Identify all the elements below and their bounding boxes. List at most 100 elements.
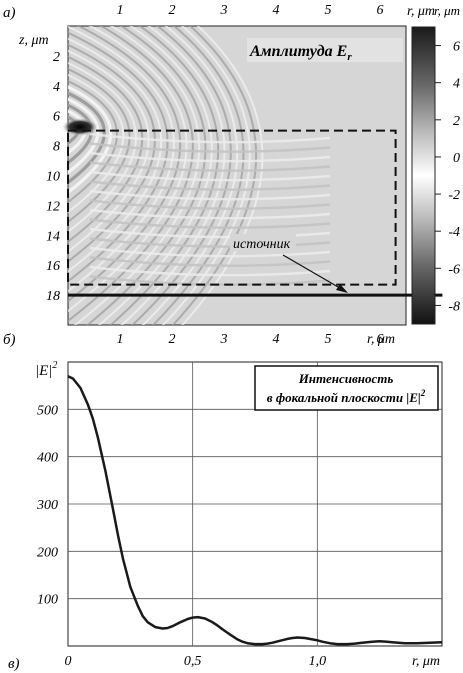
colorbar-tick-label: -2 — [448, 188, 460, 203]
wave-front — [68, 26, 182, 303]
left-tick-label: 6 — [53, 110, 60, 125]
bottom-tick-label: 5 — [325, 332, 332, 347]
bottom-tick-label: 2 — [169, 332, 176, 347]
wave-front — [68, 80, 118, 204]
wave-band — [89, 199, 331, 210]
wave-front — [141, 26, 238, 325]
top-tick-label: 1 — [117, 3, 124, 18]
wave-band — [89, 170, 331, 182]
wave-band — [89, 208, 331, 220]
wave-band — [89, 151, 331, 163]
wave-front — [73, 26, 201, 325]
y-tick-label: 200 — [37, 545, 58, 560]
y-tick-label: 300 — [36, 498, 58, 513]
wave-front — [161, 26, 251, 325]
wave-front — [151, 26, 245, 325]
colorbar-tick-label: 2 — [453, 114, 460, 129]
wave-front — [68, 91, 106, 185]
map-title-bg — [247, 38, 403, 62]
wave-front — [97, 26, 213, 325]
wave-front — [109, 26, 219, 325]
top-tick-label: 2 — [169, 3, 176, 18]
top-tick-label: 6 — [377, 3, 384, 18]
left-axis-unit: z, μm — [18, 33, 49, 48]
wave-front — [68, 26, 188, 313]
wave-band — [89, 142, 331, 153]
intensity-curve — [67, 375, 443, 646]
wave-band — [89, 218, 331, 229]
left-tick-label: 2 — [53, 50, 60, 65]
x-tick-label: 1,0 — [309, 654, 327, 669]
wave-band — [89, 227, 331, 239]
bottom-tick-label: 1 — [117, 332, 124, 347]
dashed-region — [67, 129, 397, 286]
bottom-tick-label: 3 — [220, 332, 228, 347]
left-tick-label: 18 — [46, 289, 60, 304]
colorbar-tick-label: -4 — [448, 225, 460, 240]
wave-band — [89, 161, 331, 172]
y-tick-label: 100 — [37, 593, 58, 608]
colorbar-tick-label: 6 — [453, 40, 460, 55]
intensity-chart: 100 200 300 400 500 Интенсивность в фокально… — [36, 361, 443, 647]
amplitude-map: источник Амплитуда Er — [62, 25, 443, 326]
colorbar-ticks: 6 4 2 0 -2 -4 -6 -8 r, μm — [434, 3, 460, 314]
top-axis-unit: r, μm — [407, 4, 435, 19]
colorbar: 6 4 2 0 -2 -4 -6 -8 r, μm — [411, 3, 460, 325]
colorbar-tick-label: -6 — [448, 262, 460, 277]
y-tick-label: 400 — [37, 451, 58, 466]
intensity-ylabel: |E|2 — [35, 360, 57, 379]
wave-band — [89, 275, 331, 286]
intensity-x-ticks: 0 0,5 1,0 — [65, 654, 327, 669]
wave-front — [181, 26, 264, 325]
wave-band — [89, 189, 331, 201]
wave-pattern — [68, 26, 331, 325]
wave-band — [89, 237, 331, 248]
map-title: Амплитуда Er — [249, 43, 352, 63]
top-axis-ticks: 1 2 3 4 5 6 — [117, 3, 384, 18]
colorbar-tick-label: 0 — [453, 151, 460, 166]
left-tick-label: 4 — [53, 80, 60, 95]
left-tick-label: 14 — [46, 229, 60, 244]
y-tick-label: 500 — [37, 403, 58, 418]
left-tick-label: 8 — [53, 140, 60, 155]
colorbar-tick-label: -8 — [448, 299, 460, 314]
legend-line-2: в фокальной плоскости |E|2 — [267, 388, 426, 405]
bottom-tick-label: 4 — [273, 332, 280, 347]
left-tick-label: 10 — [46, 170, 60, 185]
panel-c-label: в) — [8, 656, 20, 672]
intensity-xlabel: r, μm — [412, 654, 440, 669]
wave-front — [68, 74, 125, 214]
legend-line-1: Интенсивность — [298, 371, 394, 386]
wave-band — [89, 132, 331, 144]
x-tick-label: 0 — [65, 654, 72, 669]
source-pointer — [282, 254, 346, 292]
wave-band — [89, 265, 331, 277]
intensity-y-ticks: 100 200 300 400 500 — [36, 403, 58, 607]
left-tick-label: 16 — [46, 259, 60, 274]
colorbar-tick-label: 4 — [453, 77, 460, 92]
source-pointer-arrowhead — [336, 284, 348, 293]
wave-band — [89, 256, 331, 267]
colorbar-unit: r, μm — [434, 3, 460, 18]
wave-band — [89, 180, 331, 191]
wave-front — [68, 85, 113, 195]
top-tick-label: 3 — [220, 3, 228, 18]
panel-a-label: а) — [3, 5, 16, 21]
colorbar-gradient — [411, 26, 436, 325]
wave-front — [68, 31, 169, 283]
x-tick-label: 0,5 — [184, 654, 202, 669]
wave-front — [171, 26, 258, 325]
source-label-bg — [230, 234, 296, 251]
source-label: источник — [233, 237, 291, 252]
panel-b-label: б) — [3, 332, 16, 348]
left-tick-label: 12 — [46, 199, 60, 214]
wave-band — [89, 246, 331, 258]
legend-box — [254, 365, 439, 411]
bottom-tick-label: 6 — [377, 332, 384, 347]
top-tick-label: 4 — [273, 3, 280, 18]
top-tick-label: 5 — [325, 3, 332, 18]
intensity-legend: Интенсивность в фокальной плоскости |E|2 — [254, 365, 439, 411]
bottom-axis-unit: r, μm — [367, 332, 395, 347]
left-axis-ticks: 2 4 6 8 10 12 14 16 18 — [46, 50, 60, 304]
bottom-axis-ticks: 1 2 3 4 5 6 — [117, 332, 384, 347]
